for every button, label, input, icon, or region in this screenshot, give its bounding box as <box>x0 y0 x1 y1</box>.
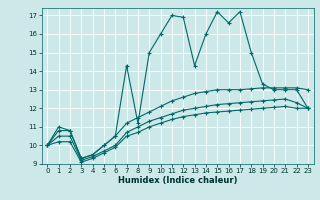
X-axis label: Humidex (Indice chaleur): Humidex (Indice chaleur) <box>118 176 237 185</box>
